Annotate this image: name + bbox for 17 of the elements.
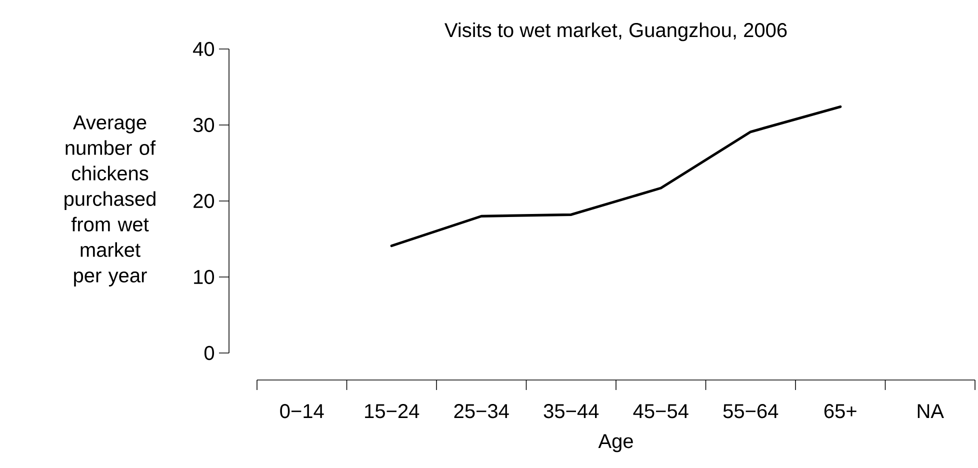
chart-title: Visits to wet market, Guangzhou, 2006: [444, 22, 787, 42]
x-tick-label: 25−34: [454, 404, 509, 418]
x-tick-label: 55−64: [723, 404, 778, 418]
x-tick-label: 15−24: [365, 404, 420, 418]
y-tick-label: 30: [193, 118, 214, 132]
x-tick-label: NA: [918, 404, 944, 418]
y-tick-label: 40: [193, 42, 214, 56]
y-tick-label: 0: [204, 346, 214, 360]
x-tick-label: 45−54: [633, 404, 688, 418]
line-series: [390, 105, 842, 248]
x-tick-label: 35−44: [544, 404, 599, 418]
x-tick-label: 65+: [824, 404, 856, 418]
x-tick-label: 0−14: [280, 404, 324, 418]
y-tick-label: 10: [194, 270, 214, 284]
x-axis-title: Age: [598, 434, 633, 452]
y-tick-label: 20: [194, 194, 214, 208]
y-axis-title: Average number of chickens purchased from wet market per year: [64, 116, 156, 286]
